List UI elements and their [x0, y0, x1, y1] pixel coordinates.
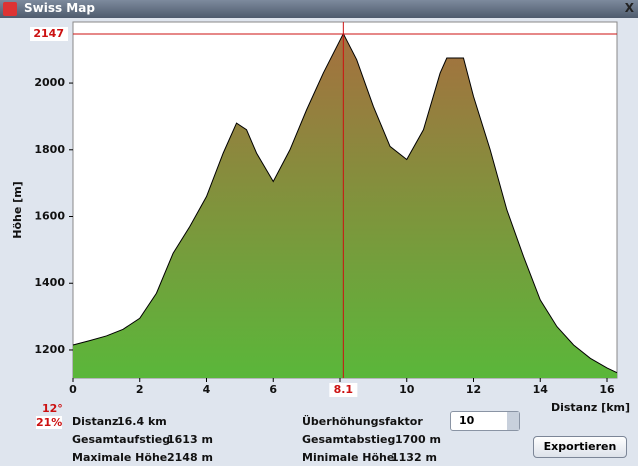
factor-spinner[interactable]: 10 — [450, 411, 520, 431]
chart: Höhe [m] Distanz [km] 024681012141612001… — [11, 21, 630, 414]
window-title: Swiss Map — [24, 1, 95, 15]
x-tick-label: 16 — [599, 383, 615, 396]
x-tick-label: 2 — [136, 383, 144, 396]
stat-value: 1132 m — [391, 451, 437, 464]
x-tick-label: 0 — [69, 383, 77, 396]
stat-label: Maximale Höhe — [72, 451, 168, 464]
x-tick-label: 14 — [533, 383, 549, 396]
y-tick-label: 1800 — [34, 143, 65, 156]
area-fill — [73, 33, 617, 378]
cursor-x-box — [329, 383, 358, 397]
stat-value: 2148 m — [167, 451, 213, 464]
x-tick-label: 6 — [269, 383, 277, 396]
y-tick-label: 1200 — [34, 343, 65, 356]
x-tick-label: 12 — [466, 383, 481, 396]
stat-label: Gesamtaufstieg — [72, 433, 171, 446]
export-button[interactable]: Exportieren — [533, 436, 627, 458]
slope-angle: 12° — [42, 402, 63, 415]
stat-value: 1613 m — [167, 433, 213, 446]
y-tick-label: 1600 — [34, 210, 65, 223]
stat-value: 1700 m — [395, 433, 441, 446]
y-axis-label: Höhe [m] — [11, 181, 24, 238]
spinner-value: 10 — [459, 414, 475, 427]
slope-percent: 21% — [36, 416, 63, 429]
x-axis-label: Distanz [km] — [551, 401, 630, 414]
x-tick-label: 10 — [399, 383, 415, 396]
app-icon — [3, 2, 17, 16]
cursor-y-label: 2147 — [33, 27, 64, 40]
x-tick-label: 4 — [203, 383, 211, 396]
y-tick-label: 2000 — [34, 76, 65, 89]
elevation-line — [72, 32, 618, 374]
stat-label: Distanz — [72, 415, 119, 428]
close-button[interactable]: X — [624, 1, 634, 15]
stat-label: Überhöhungsfaktor — [302, 415, 423, 428]
spinner-arrows[interactable] — [507, 412, 519, 430]
stat-label: Gesamtabstieg — [302, 433, 396, 446]
y-tick-label: 1400 — [34, 276, 65, 289]
title-bar: Swiss Map X — [0, 0, 638, 18]
cursor-x-label: 8.1 — [334, 383, 354, 396]
stat-value: 16.4 km — [117, 415, 167, 428]
stat-label: Minimale Höhe — [302, 451, 395, 464]
cursor-y-box — [30, 27, 68, 42]
